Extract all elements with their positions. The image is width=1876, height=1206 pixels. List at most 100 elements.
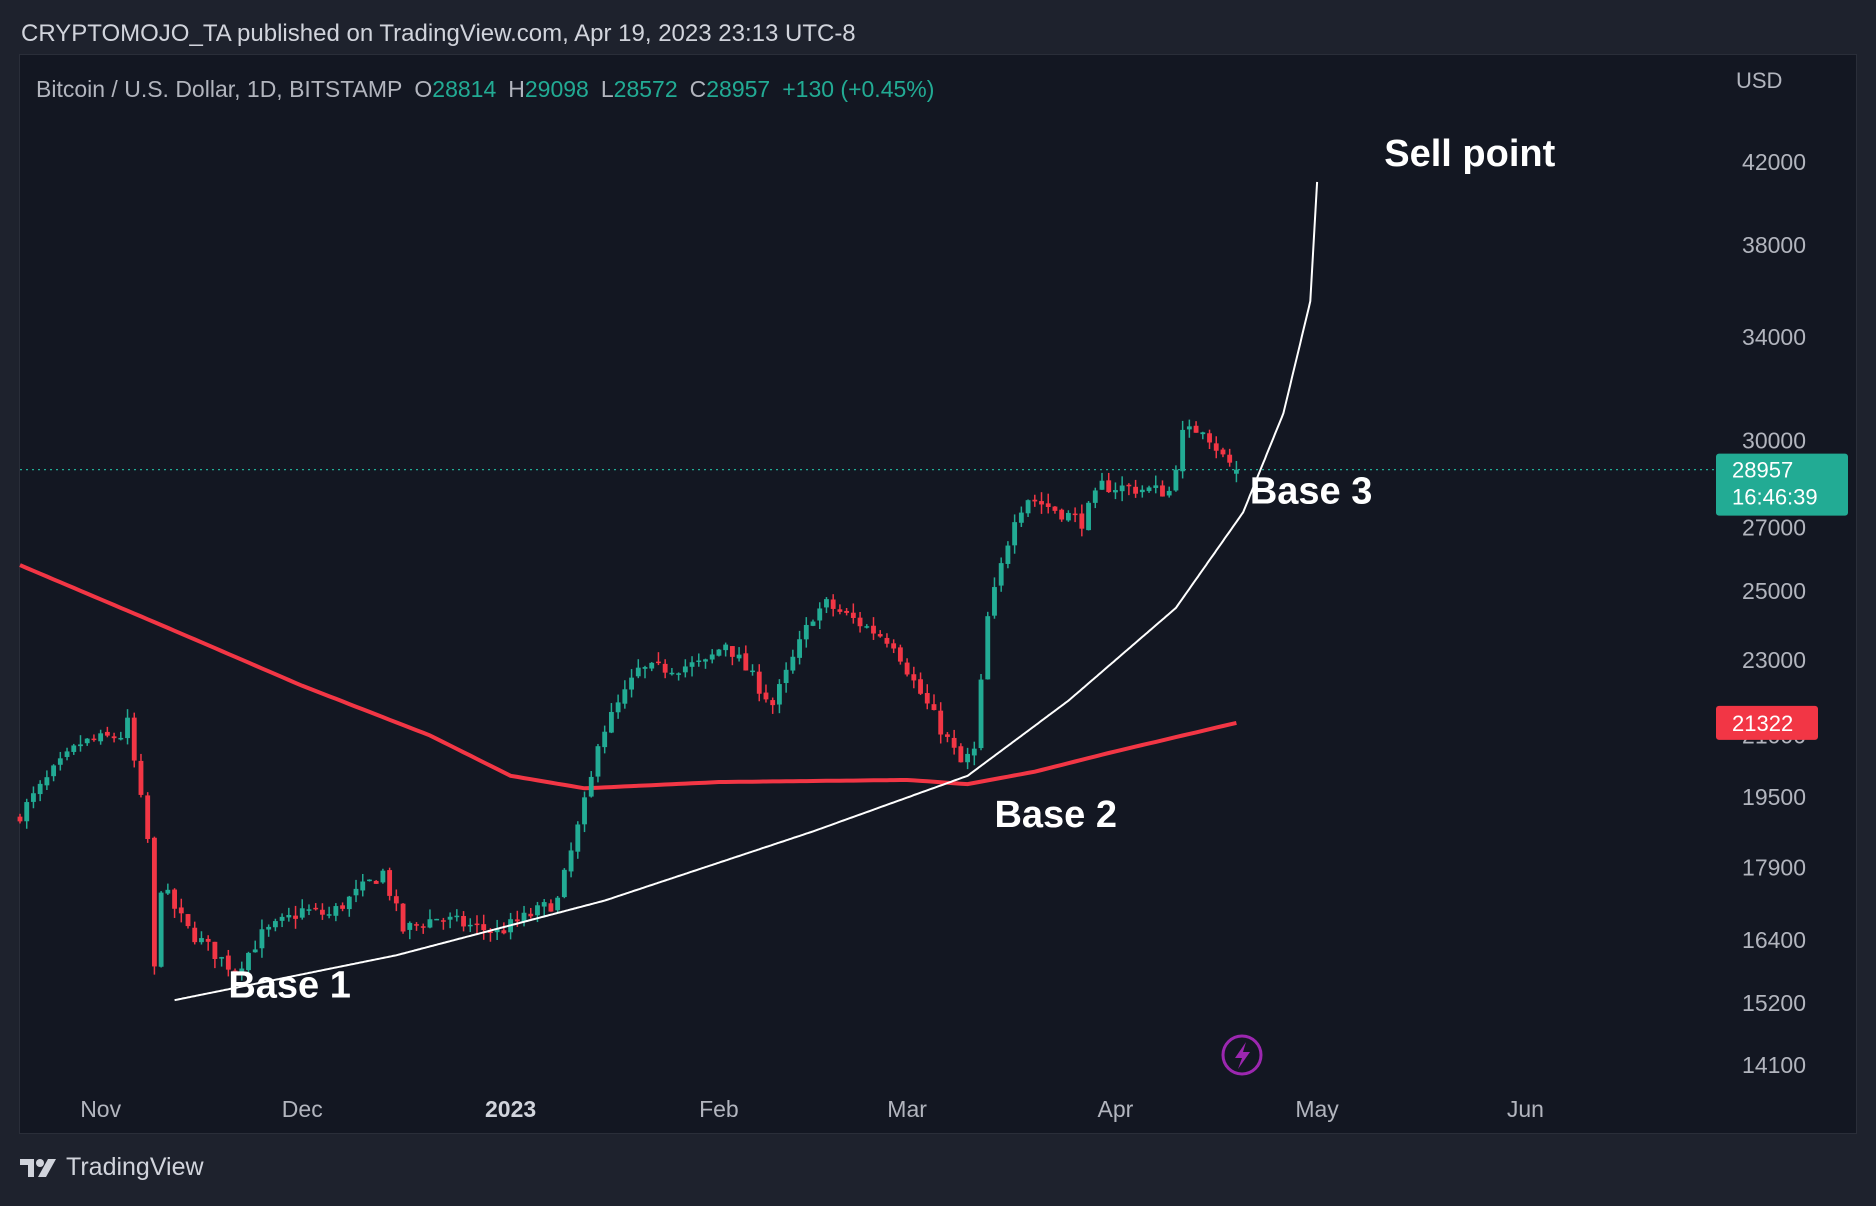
candle-body (1018, 512, 1024, 523)
x-tick-label: Dec (282, 1096, 323, 1122)
candle-body (1045, 503, 1051, 507)
candle (440, 917, 446, 930)
candle (1133, 479, 1139, 498)
legend-open-label: O (414, 76, 433, 102)
candle (387, 867, 393, 901)
candle (158, 891, 164, 968)
candle-body (723, 644, 729, 651)
candle (810, 619, 816, 627)
candle-body (1086, 502, 1091, 531)
candle-body (346, 896, 352, 910)
annotation-label: Sell point (1384, 133, 1555, 175)
candle (360, 873, 366, 897)
candle-body (602, 731, 608, 748)
candle (568, 842, 574, 878)
candle-body (810, 621, 816, 626)
candle-body (709, 654, 715, 660)
candle (971, 741, 977, 766)
candle-body (225, 955, 231, 970)
candle-body (904, 662, 910, 675)
candle (1233, 460, 1239, 483)
candle-body (232, 970, 238, 975)
candle-body (239, 968, 245, 974)
candle-body (1059, 509, 1065, 520)
candle (1059, 508, 1065, 522)
candle-body (998, 563, 1004, 586)
candle (1032, 494, 1038, 507)
candle (817, 602, 823, 630)
y-tick-label: 38000 (1742, 232, 1806, 258)
candle-body (971, 748, 977, 756)
candle (649, 662, 655, 672)
candle (1119, 476, 1125, 502)
candle-body (1133, 486, 1139, 494)
candle-body (897, 647, 903, 662)
candle-body (64, 751, 70, 757)
candle-body (172, 889, 177, 909)
annotation-label: Base 3 (1250, 470, 1373, 512)
candle (797, 630, 802, 665)
x-tick-label: 2023 (485, 1096, 536, 1122)
tradingview-brand-label: TradingView (66, 1153, 204, 1181)
candle-body (1153, 485, 1159, 488)
candle-body (561, 869, 567, 898)
candle-body (575, 824, 581, 852)
candle-body (1113, 490, 1118, 493)
y-tick-label: 23000 (1742, 647, 1806, 673)
candle (938, 702, 944, 744)
candle (945, 731, 950, 743)
lightning-icon-bolt (1235, 1042, 1250, 1069)
candle (219, 956, 225, 967)
candle (414, 922, 419, 931)
candle-body (938, 710, 944, 735)
candle (131, 712, 137, 768)
candle-body (736, 654, 742, 659)
candle (1139, 485, 1145, 498)
candle (286, 907, 292, 922)
candle-body (481, 924, 487, 931)
chart-frame[interactable] (19, 54, 1857, 1134)
candle-body (965, 753, 971, 763)
candle (104, 726, 110, 738)
last-price-countdown: 16:46:39 (1732, 485, 1818, 510)
candle (844, 608, 850, 616)
candle (1012, 514, 1018, 554)
candle (400, 903, 406, 934)
candle (965, 747, 971, 770)
legend-close: 28957 (706, 76, 771, 102)
candle (51, 764, 57, 782)
candle (1160, 480, 1165, 497)
tradingview-brand[interactable]: TradingView (20, 1153, 204, 1182)
candle-body (918, 679, 923, 694)
candle (454, 909, 460, 922)
candle-body (125, 717, 130, 739)
candle-body (104, 731, 110, 736)
candle-body (219, 957, 225, 959)
candle (266, 924, 272, 937)
candle-body (286, 915, 292, 918)
candle (1072, 507, 1078, 523)
candle (1099, 472, 1105, 490)
candle (246, 951, 251, 980)
candle (420, 923, 426, 934)
candle-body (205, 938, 211, 942)
candle-body (360, 881, 366, 891)
candle (763, 684, 769, 703)
lightning-icon[interactable] (1221, 1034, 1263, 1076)
ma-value-badge (1716, 705, 1818, 740)
candle (521, 905, 527, 927)
x-tick-label: Feb (699, 1096, 739, 1122)
candle-body (306, 909, 312, 911)
legend-high: 29098 (524, 76, 589, 102)
candle (716, 648, 722, 657)
candle (293, 905, 298, 929)
candle (138, 753, 144, 798)
candle (111, 732, 117, 743)
candle (904, 658, 910, 677)
candle (555, 896, 561, 913)
candle-body (622, 689, 628, 704)
candle (1092, 487, 1098, 509)
candle (723, 642, 729, 657)
candle (992, 577, 997, 619)
